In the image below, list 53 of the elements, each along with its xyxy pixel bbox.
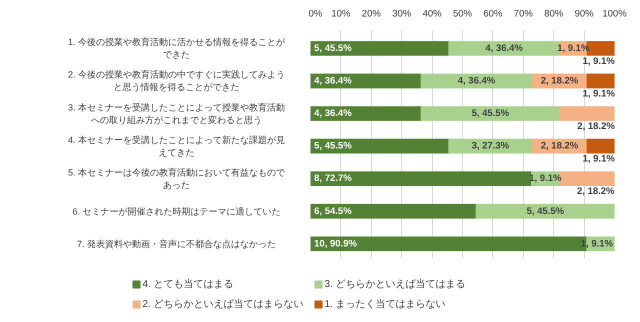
y-tick-label: 2. 今後の授業や教育活動の中ですぐに実践してみようと思う情報を得ることができた — [68, 70, 286, 92]
data-label: 5, 45.5% — [314, 42, 352, 54]
x-tick-label: 70% — [514, 8, 534, 20]
data-label: 5, 45.5% — [472, 108, 510, 120]
legend-label: 2. どちらかといえば当てはまらない — [142, 298, 304, 310]
bar — [586, 138, 614, 154]
data-label: 4, 36.4% — [458, 75, 496, 86]
x-tick-label: 80% — [544, 8, 564, 20]
x-tick-label: 30% — [392, 8, 412, 20]
y-tick-label: 5. 本セミナーは今後の教育活動において有益なものであった — [68, 167, 286, 190]
legend-label: 4. とても当てはまる — [142, 278, 234, 290]
legend-label: 3. どちらかといえば当てはまる — [324, 278, 466, 290]
y-tick-label: 1. 今後の授業や教育活動に活かせる情報を得ることができた — [68, 37, 286, 60]
data-label: 2, 18.2% — [577, 186, 616, 198]
bar — [558, 106, 614, 121]
x-tick-label: 20% — [362, 8, 382, 20]
y-tick-label: 6. セミナーが開催された時期はテーマに適していた — [72, 206, 281, 216]
bar — [476, 204, 614, 219]
y-tick-label: 7. 発表資料や動画・音声に不都合な点はなかった — [76, 238, 276, 249]
data-label: 5, 45.5% — [526, 206, 565, 217]
x-tick-label: 90% — [574, 8, 594, 20]
x-tick-label: 10% — [331, 8, 351, 20]
data-label: 3, 27.3% — [472, 140, 510, 152]
bar — [310, 41, 450, 56]
bar — [420, 74, 532, 88]
y-tick-label: 4. 本セミナーを受講したことによって新たな課題が見えてきた — [68, 134, 286, 158]
x-tick-label: 50% — [452, 8, 473, 20]
bar — [310, 74, 422, 88]
x-tick-label: 0% — [308, 8, 323, 20]
bar — [420, 106, 560, 121]
data-label: 1, 9.1% — [582, 154, 616, 165]
bar — [310, 138, 450, 154]
x-tick-label: 40% — [422, 8, 442, 20]
data-label: 4, 36.4% — [485, 42, 524, 54]
data-label: 2, 18.2% — [540, 75, 579, 86]
data-label: 4, 36.4% — [314, 75, 352, 86]
data-label: 4, 36.4% — [314, 108, 352, 120]
legend-label: 1. まったく当てはまらない — [324, 298, 446, 310]
y-tick-label: 3. 本セミナーを受講したことによって授業や教育活動への取り組み方がこれまでと変わると思う — [68, 102, 286, 125]
data-label: 1, 9.1% — [582, 56, 616, 67]
bar — [310, 106, 422, 121]
data-label: 2, 18.2% — [577, 121, 616, 132]
x-tick-label: 100% — [602, 8, 628, 20]
data-label: 6, 54.5% — [314, 206, 352, 217]
bar — [310, 236, 588, 252]
data-label: 5, 45.5% — [314, 140, 352, 152]
data-label: 1, 9.1% — [582, 88, 616, 100]
bar — [310, 204, 477, 219]
x-tick-label: 60% — [483, 8, 503, 20]
data-label: 8, 72.7% — [314, 173, 352, 184]
data-label: 2, 18.2% — [540, 140, 579, 152]
bar — [586, 74, 614, 88]
data-label: 10, 90.9% — [314, 238, 358, 250]
